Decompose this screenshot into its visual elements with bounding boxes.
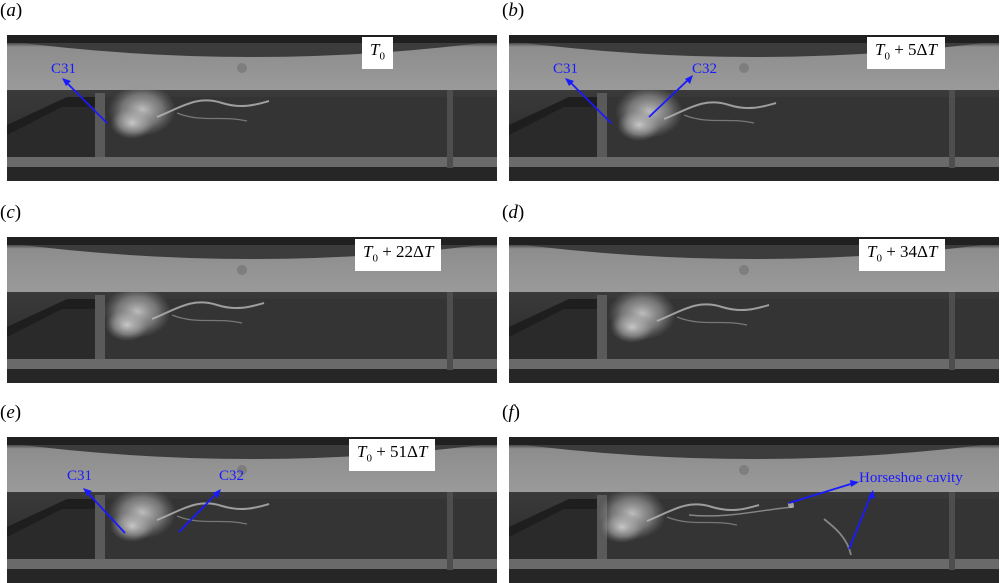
photo-frame: T0 + 34ΔT	[509, 237, 999, 383]
time-label: T0 + 22ΔT	[355, 239, 442, 272]
photo-frame: T0 + 22ΔT	[7, 237, 497, 383]
panel-label: (b)	[502, 0, 525, 21]
panel-f: (f) Horseshoe cavity	[502, 402, 999, 583]
panel-b: (b) T0 + 5ΔT C31 C32	[502, 0, 999, 181]
time-label: T0 + 5ΔT	[867, 37, 945, 70]
panel-d: (d) T0 + 34ΔT	[502, 202, 999, 383]
photo-frame: T0 + 51ΔT C31 C32	[7, 437, 497, 583]
photo-frame: Horseshoe cavity	[509, 437, 999, 583]
panel-label: (e)	[0, 402, 22, 423]
photo-frame: T0 C31	[7, 35, 497, 181]
time-label: T0 + 51ΔT	[349, 439, 436, 472]
panel-c: (c) T0 + 22ΔT	[0, 202, 497, 383]
panel-label: (c)	[0, 202, 22, 223]
time-label: T0	[362, 37, 393, 70]
panel-label: (f)	[502, 402, 520, 423]
panel-a: (a) T0 C31	[0, 0, 497, 181]
time-label: T0 + 34ΔT	[859, 239, 946, 272]
panel-label: (a)	[0, 0, 23, 21]
photo-frame: T0 + 5ΔT C31 C32	[509, 35, 999, 181]
panel-e: (e) T0 + 51ΔT C31 C32	[0, 402, 497, 583]
panel-label: (d)	[502, 202, 525, 223]
